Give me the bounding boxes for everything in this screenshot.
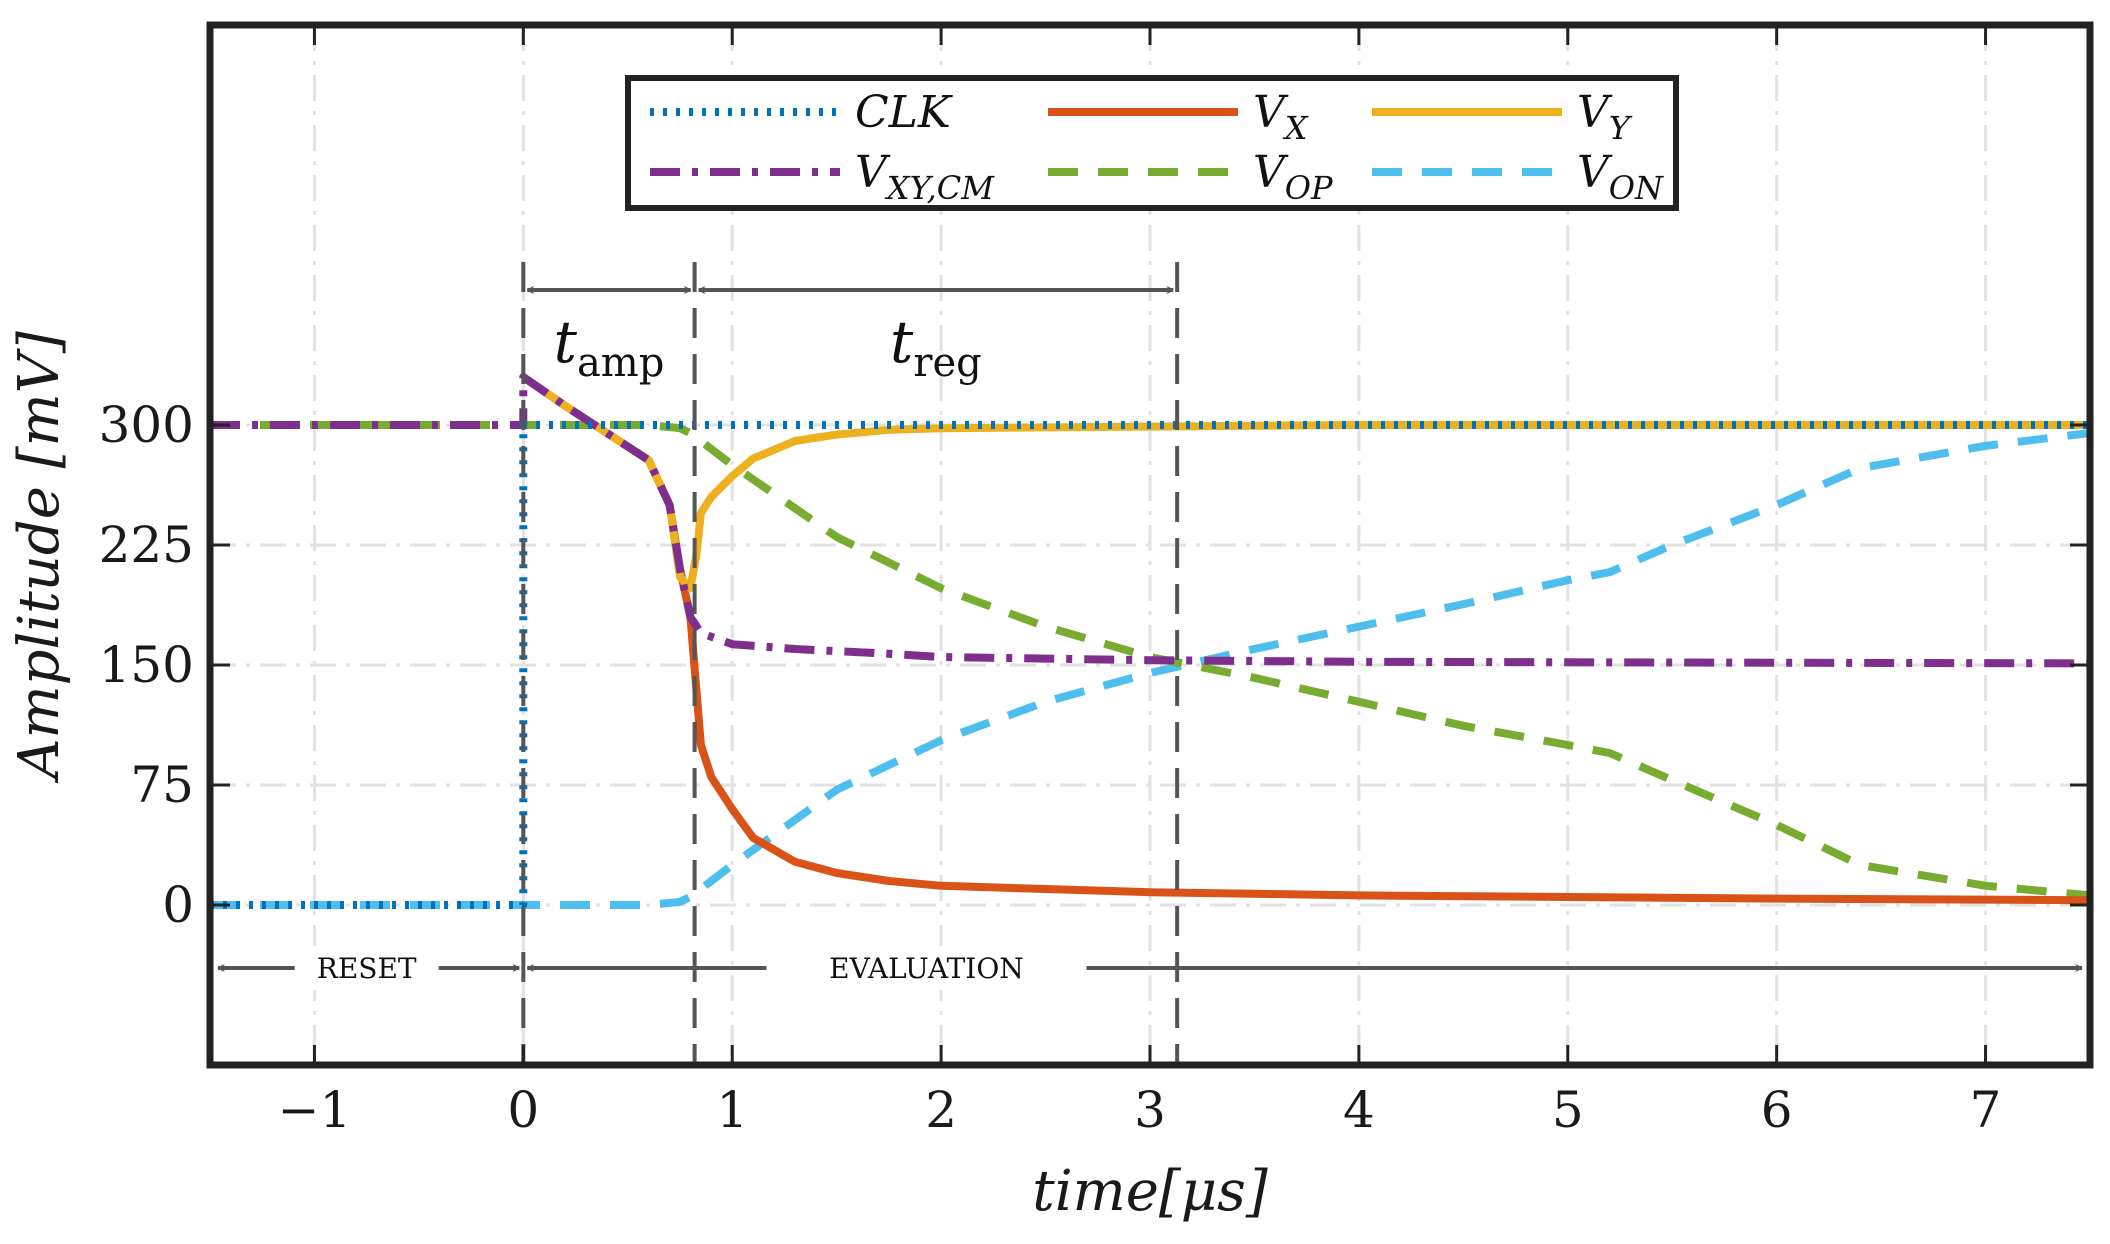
series-v-op-line: [210, 421, 2091, 900]
evaluation-label-bg: [766, 946, 1087, 990]
x-tick-label: 3: [1134, 1081, 1166, 1139]
x-tick-label: 0: [507, 1081, 539, 1139]
plot-frame: [206, 21, 2094, 1069]
timing-annotations: tamp treg RESET EVALUATION: [218, 262, 2082, 1065]
x-tick-label: 2: [925, 1081, 957, 1139]
series-lines: [210, 373, 2091, 909]
y-tick-label: 225: [99, 516, 194, 574]
x-axis-title: time[μs]: [1032, 1159, 1268, 1224]
y-tick-label: 0: [162, 876, 194, 934]
x-tick-label: 1: [716, 1081, 748, 1139]
reset-label-bg: [294, 946, 439, 990]
legend-label: CLK: [855, 87, 953, 138]
legend-label: VY: [1577, 87, 1633, 147]
x-tick-label: 5: [1552, 1081, 1584, 1139]
evaluation-label: EVALUATION: [829, 952, 1024, 985]
legend: CLK VX VY VXY,CM VOP VON: [625, 75, 1679, 211]
y-tick-label: 150: [99, 636, 194, 694]
x-tick-label: 4: [1343, 1081, 1375, 1139]
series-v-on-line: [210, 429, 2091, 909]
t-amp-label: tamp: [554, 308, 665, 386]
legend-label: VX: [1253, 87, 1309, 147]
legend-box: [625, 75, 1679, 211]
reset-label: RESET: [317, 952, 417, 985]
legend-label: VXY,CM: [855, 147, 995, 207]
x-tick-label: 7: [1970, 1081, 2002, 1139]
y-tick-label: 75: [130, 756, 194, 814]
legend-label: VON: [1577, 147, 1664, 207]
tick-labels: −1 0 1 2 3 4 5 6 7 0 75 150 225 300: [99, 28, 2087, 1139]
y-tick-label: 300: [99, 396, 194, 454]
y-axis-title: Amplitude [mV]: [7, 331, 72, 784]
x-tick-label: −1: [278, 1081, 352, 1139]
t-reg-label: treg: [890, 308, 982, 386]
series-clk-line: [210, 421, 2090, 909]
x-tick-label: 6: [1761, 1081, 1793, 1139]
series-v-xy-cm-line: [210, 373, 2091, 668]
legend-label: VOP: [1253, 147, 1333, 207]
